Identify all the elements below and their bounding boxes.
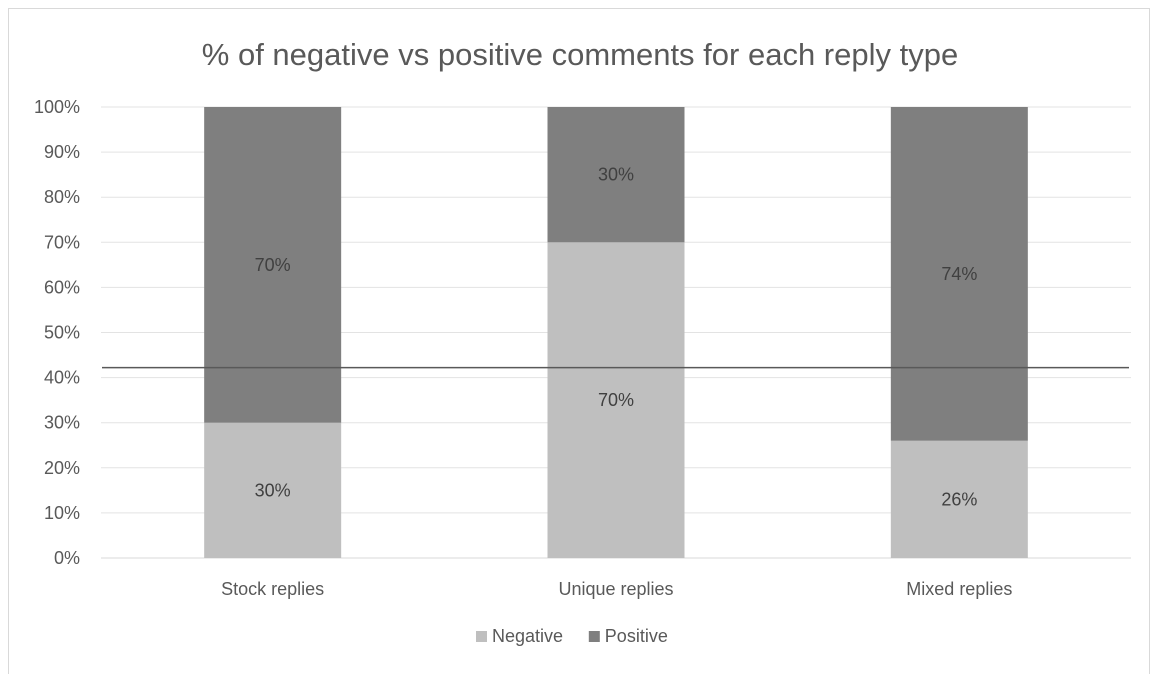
y-tick-label: 30% bbox=[44, 413, 80, 433]
y-tick-label: 20% bbox=[44, 458, 80, 478]
data-label: 30% bbox=[255, 480, 291, 500]
legend-swatch-positive bbox=[588, 631, 600, 642]
legend-label: Negative bbox=[492, 626, 563, 646]
legend-swatch-negative bbox=[476, 631, 487, 642]
data-label: 70% bbox=[255, 255, 291, 275]
x-tick-label: Unique replies bbox=[558, 579, 673, 599]
legend-label: Positive bbox=[605, 626, 668, 646]
bar-negative-2 bbox=[890, 440, 1028, 558]
x-tick-label: Stock replies bbox=[221, 579, 324, 599]
data-label: 70% bbox=[598, 390, 634, 410]
data-label: 30% bbox=[598, 165, 634, 185]
y-tick-label: 80% bbox=[44, 187, 80, 207]
data-label: 26% bbox=[941, 489, 977, 509]
bar-negative-0 bbox=[204, 422, 342, 558]
bars bbox=[204, 107, 1028, 559]
bar-positive-1 bbox=[547, 107, 685, 243]
y-axis-ticks: 0% 10% 20% 30% 40% 50% 60% 70% 80% 90% 100% bbox=[34, 97, 80, 568]
y-tick-label: 90% bbox=[44, 142, 80, 162]
y-tick-label: 100% bbox=[34, 97, 80, 117]
x-axis-ticks: Stock replies Unique replies Mixed replies bbox=[221, 579, 1012, 599]
y-tick-label: 50% bbox=[44, 323, 80, 343]
data-labels: 30% 70% 70% 30% 26% 74% bbox=[255, 165, 978, 510]
x-tick-label: Mixed replies bbox=[906, 579, 1012, 599]
bar-positive-0 bbox=[204, 107, 342, 423]
y-tick-label: 60% bbox=[44, 277, 80, 297]
y-tick-label: 10% bbox=[44, 503, 80, 523]
y-tick-label: 40% bbox=[44, 368, 80, 388]
chart-title: % of negative vs positive comments for e… bbox=[202, 37, 958, 72]
y-tick-label: 70% bbox=[44, 232, 80, 252]
bar-positive-2 bbox=[890, 107, 1028, 441]
y-tick-label: 0% bbox=[54, 548, 80, 568]
bar-negative-1 bbox=[547, 242, 685, 559]
legend: Negative Positive bbox=[476, 626, 668, 646]
data-label: 74% bbox=[941, 264, 977, 284]
